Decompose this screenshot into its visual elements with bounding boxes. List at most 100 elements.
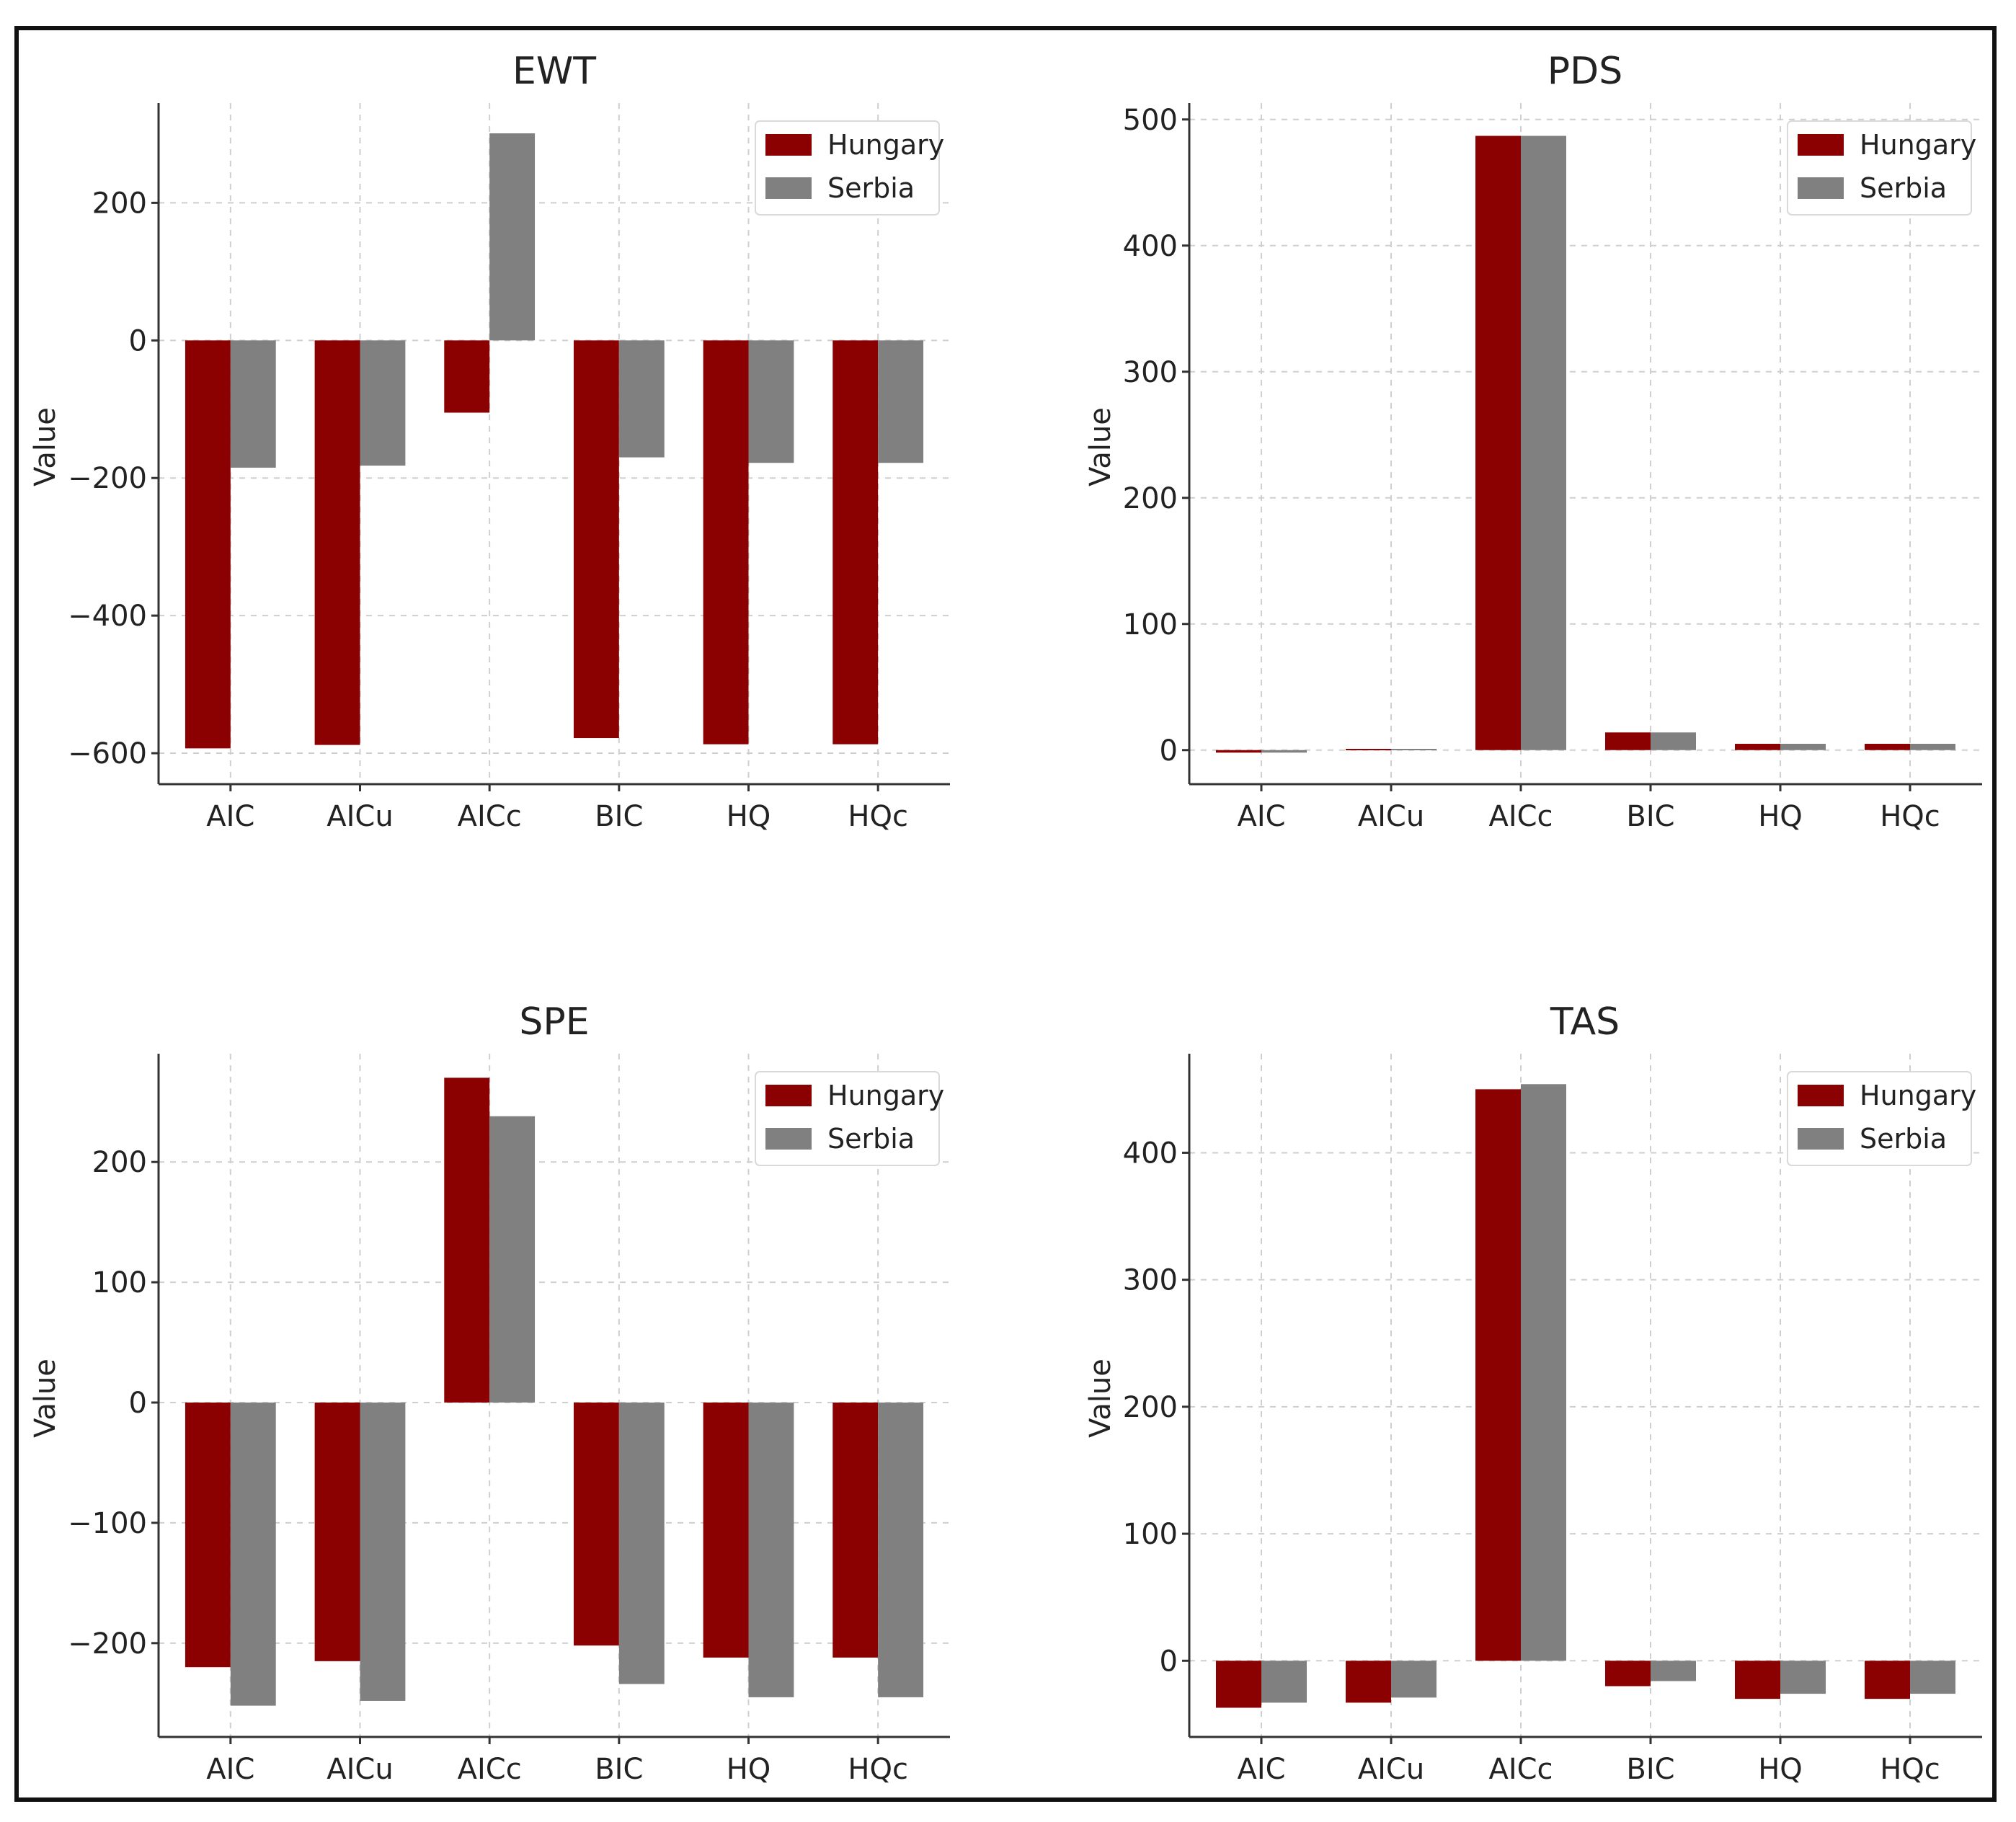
bar-hungary-aicc [444,340,490,413]
bar-hungary-hqc [1865,744,1910,750]
bar-serbia-aic [230,1403,276,1706]
legend: Hungary Serbia [1787,1071,1976,1166]
legend: Hungary Serbia [1787,120,1976,215]
x-tick-label: BIC [595,1753,643,1786]
bar-hungary-aic [185,340,231,749]
y-tick-label: −200 [68,462,147,495]
y-tick-label: 0 [1160,1645,1178,1678]
legend-label-hungary: Hungary [827,129,944,161]
bar-serbia-hq [748,340,794,463]
legend: Hungary Serbia [755,120,944,215]
bar-serbia-hqc [1910,744,1955,750]
series-hungary [185,340,879,749]
y-axis-label: Value [1084,407,1117,486]
bar-serbia-aicc [1521,1084,1566,1661]
y-tick-label: 200 [1123,1391,1178,1424]
x-tick-label: HQ [727,800,771,833]
legend-swatch-serbia [1798,177,1844,199]
legend-label-hungary: Hungary [1860,129,1976,161]
y-tick-label: 400 [1123,1137,1178,1170]
bar-serbia-aicu [360,1403,406,1701]
bar-hungary-aicu [1346,749,1391,750]
series-serbia [1261,1084,1955,1703]
chart-panel-ewt: EWT Value −600 −400 −200 0 200 AIC AICu AICc BIC… [29,50,950,833]
legend-swatch-hungary [1798,1085,1844,1106]
x-tick-label: HQ [727,1753,771,1786]
bar-hungary-hq [703,340,749,745]
y-tick-label: 0 [129,1387,147,1420]
series-serbia [1261,135,1955,753]
bar-serbia-aicu [1391,749,1436,750]
chart-title: PDS [1547,50,1622,93]
bar-hungary-aicu [1346,1661,1391,1703]
bar-hungary-bic [573,340,619,739]
bar-serbia-aicc [489,1116,536,1403]
legend-swatch-hungary [765,1085,812,1106]
bar-serbia-aic [1261,750,1307,753]
bar-serbia-bic [618,1403,665,1684]
series-hungary [1216,135,1910,753]
bar-hungary-aicc [1475,135,1521,750]
y-tick-label: 100 [1123,1518,1178,1551]
x-tick-label: AIC [206,800,254,833]
bar-hungary-aicc [444,1077,490,1403]
bar-hungary-bic [1605,1661,1651,1687]
bar-hungary-hq [1735,1661,1780,1699]
y-tick-label: 200 [92,187,147,220]
legend-label-serbia: Serbia [1860,172,1947,204]
chart-title: SPE [519,1000,589,1044]
x-tick-label: HQ [1758,1753,1803,1786]
y-tick-label: −600 [68,737,147,770]
y-axis-label: Value [1084,1359,1117,1438]
y-tick-label: −200 [68,1627,147,1661]
y-axis-label: Value [29,407,62,486]
bar-hungary-aicu [314,340,360,745]
bar-serbia-hqc [878,1403,924,1697]
chart-panel-tas: TAS Value 0 100 200 300 400 AIC AICu AICc BIC HQ H… [1084,1000,1982,1786]
bar-serbia-aicu [1391,1661,1436,1698]
legend-swatch-serbia [765,177,812,199]
bar-hungary-bic [1605,732,1651,750]
y-tick-label: 200 [1123,482,1178,515]
x-tick-label: AICc [1488,800,1553,833]
series-hungary [1216,1089,1910,1708]
legend-swatch-hungary [765,134,812,156]
y-tick-label: 100 [92,1266,147,1299]
bar-hungary-hqc [832,1403,879,1658]
y-tick-label: −400 [68,600,147,633]
legend: Hungary Serbia [755,1071,944,1166]
y-tick-label: 400 [1123,230,1178,263]
legend-label-hungary: Hungary [1860,1080,1976,1111]
y-axis-label: Value [29,1359,62,1438]
bar-serbia-aic [1261,1661,1307,1703]
bar-serbia-aicc [1521,135,1566,750]
x-tick-label: HQc [1880,800,1940,833]
bar-hungary-hq [703,1403,749,1658]
bar-serbia-bic [1651,732,1696,750]
y-tick-label: 0 [129,324,147,357]
bar-serbia-hq [1780,1661,1826,1694]
x-tick-label: AICu [327,800,393,833]
x-tick-label: BIC [1626,800,1674,833]
y-tick-label: 500 [1123,104,1178,137]
x-tick-label: HQc [848,1753,908,1786]
x-tick-label: HQc [848,800,908,833]
bar-serbia-hq [748,1403,794,1697]
x-tick-label: AIC [206,1753,254,1786]
series-serbia [230,133,924,468]
legend-swatch-serbia [1798,1128,1844,1150]
x-tick-label: AICc [458,1753,522,1786]
y-tick-label: 0 [1160,734,1178,768]
chart-title: TAS [1550,1000,1620,1044]
bar-serbia-aicu [360,340,406,466]
bar-serbia-bic [618,340,665,458]
bar-serbia-hq [1780,744,1826,750]
bar-serbia-hqc [878,340,924,463]
x-tick-label: AIC [1237,1753,1285,1786]
bar-hungary-hq [1735,744,1780,750]
bar-hungary-aicc [1475,1089,1521,1661]
chart-panel-spe: SPE Value −200 −100 0 100 200 AIC AICu AICc BIC H… [29,1000,950,1786]
legend-label-hungary: Hungary [827,1080,944,1111]
legend-label-serbia: Serbia [827,1123,915,1155]
